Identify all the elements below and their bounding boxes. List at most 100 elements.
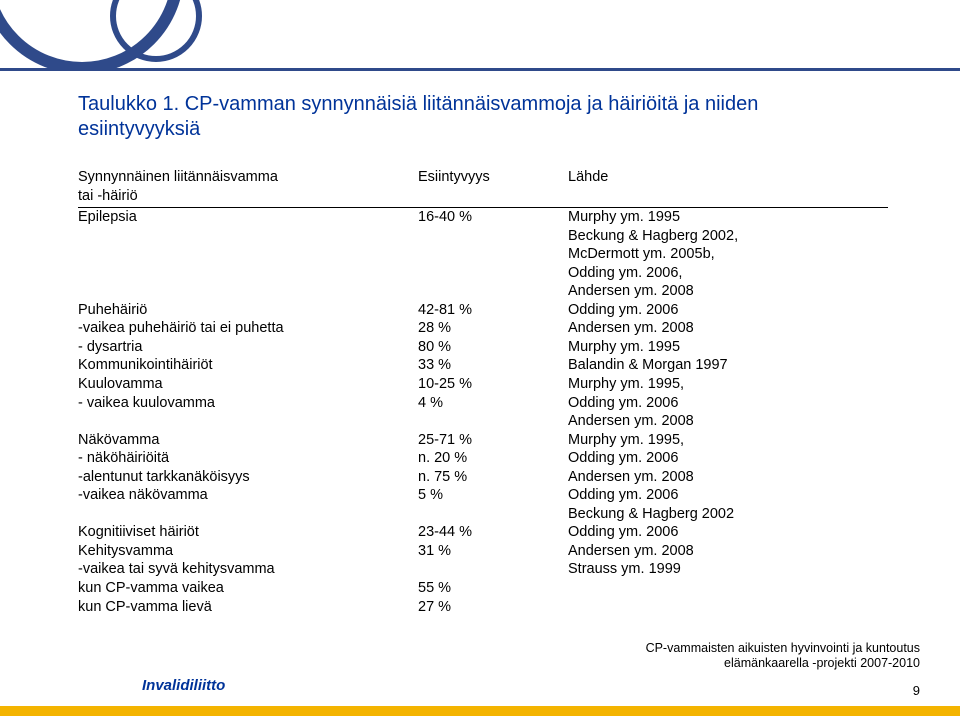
table-header-row: Synnynnäinen liitännäisvamma tai -häiriö… xyxy=(78,168,888,208)
footer-right-line2: elämänkaarella -projekti 2007-2010 xyxy=(724,656,920,670)
table-row: - näköhäiriöitän. 20 %Odding ym. 2006 xyxy=(78,449,888,468)
title-line-1: Taulukko 1. CP-vamman synnynnäisiä liitä… xyxy=(78,93,758,115)
cell-name: Kommunikointihäiriöt xyxy=(78,356,418,375)
data-table: Synnynnäinen liitännäisvamma tai -häiriö… xyxy=(78,168,888,616)
table-row: Kommunikointihäiriöt33 %Balandin & Morga… xyxy=(78,356,888,375)
cell-source: Odding ym. 2006 xyxy=(568,486,888,505)
slide-title: Taulukko 1. CP-vamman synnynnäisiä liitä… xyxy=(78,92,888,142)
cell-name: - vaikea kuulovamma xyxy=(78,394,418,413)
title-line-2: esiintyvyyksiä xyxy=(78,118,200,140)
cell-source: Andersen ym. 2008 xyxy=(568,468,888,487)
cell-frequency: 28 % xyxy=(418,319,568,338)
cell-frequency: n. 75 % xyxy=(418,468,568,487)
cell-name: Epilepsia xyxy=(78,208,418,227)
cell-source xyxy=(568,579,888,598)
cell-name: - dysartria xyxy=(78,338,418,357)
cell-name xyxy=(78,282,418,301)
table-row: Kognitiiviset häiriöt23-44 %Odding ym. 2… xyxy=(78,523,888,542)
cell-name xyxy=(78,505,418,524)
page-number: 9 xyxy=(913,683,920,698)
cell-source: McDermott ym. 2005b, xyxy=(568,245,888,264)
cell-name: kun CP-vamma lievä xyxy=(78,598,418,617)
cell-source: Odding ym. 2006 xyxy=(568,394,888,413)
table-row: kun CP-vamma lievä27 % xyxy=(78,598,888,617)
cell-source: Murphy ym. 1995, xyxy=(568,431,888,450)
horizontal-rule xyxy=(0,68,960,71)
cell-name: -alentunut tarkkanäköisyys xyxy=(78,468,418,487)
table-row: Andersen ym. 2008 xyxy=(78,282,888,301)
cell-name xyxy=(78,245,418,264)
header-col-3: Lähde xyxy=(568,168,888,208)
cell-source: Murphy ym. 1995, xyxy=(568,375,888,394)
table-row: Puhehäiriö42-81 %Odding ym. 2006 xyxy=(78,301,888,320)
table-row: Beckung & Hagberg 2002 xyxy=(78,505,888,524)
cell-frequency xyxy=(418,245,568,264)
cell-source: Beckung & Hagberg 2002 xyxy=(568,505,888,524)
table-row: Epilepsia16-40 %Murphy ym. 1995 xyxy=(78,208,888,227)
cell-frequency: 31 % xyxy=(418,542,568,561)
cell-frequency xyxy=(418,227,568,246)
cell-name xyxy=(78,412,418,431)
cell-source: Murphy ym. 1995 xyxy=(568,338,888,357)
cell-frequency xyxy=(418,282,568,301)
cell-name: Puhehäiriö xyxy=(78,301,418,320)
cell-frequency: 10-25 % xyxy=(418,375,568,394)
cell-frequency: 25-71 % xyxy=(418,431,568,450)
cell-source: Odding ym. 2006 xyxy=(568,523,888,542)
cell-frequency: 23-44 % xyxy=(418,523,568,542)
header-graphic xyxy=(0,0,960,70)
cell-source: Odding ym. 2006, xyxy=(568,264,888,283)
cell-source: Balandin & Morgan 1997 xyxy=(568,356,888,375)
cell-name: -vaikea tai syvä kehitysvamma xyxy=(78,560,418,579)
footer-right: CP-vammaisten aikuisten hyvinvointi ja k… xyxy=(646,641,920,672)
cell-name: -vaikea puhehäiriö tai ei puhetta xyxy=(78,319,418,338)
header-c1a: Synnynnäinen liitännäisvamma xyxy=(78,169,278,185)
footer-left-logo-text: Invalidiliitto xyxy=(142,677,225,694)
table-row: Odding ym. 2006, xyxy=(78,264,888,283)
cell-frequency: 5 % xyxy=(418,486,568,505)
cell-source: Andersen ym. 2008 xyxy=(568,319,888,338)
cell-name: -vaikea näkövamma xyxy=(78,486,418,505)
cell-frequency: 33 % xyxy=(418,356,568,375)
cell-source: Murphy ym. 1995 xyxy=(568,208,888,227)
header-c1b: tai -häiriö xyxy=(78,188,138,204)
footer-right-line1: CP-vammaisten aikuisten hyvinvointi ja k… xyxy=(646,641,920,655)
cell-frequency: 42-81 % xyxy=(418,301,568,320)
table-row: Andersen ym. 2008 xyxy=(78,412,888,431)
table-row: Kehitysvamma31 %Andersen ym. 2008 xyxy=(78,542,888,561)
cell-name: kun CP-vamma vaikea xyxy=(78,579,418,598)
table-row: - dysartria80 %Murphy ym. 1995 xyxy=(78,338,888,357)
table-row: - vaikea kuulovamma4 %Odding ym. 2006 xyxy=(78,394,888,413)
cell-source: Andersen ym. 2008 xyxy=(568,542,888,561)
cell-name: Näkövamma xyxy=(78,431,418,450)
cell-name xyxy=(78,264,418,283)
cell-frequency xyxy=(418,412,568,431)
cell-frequency: 27 % xyxy=(418,598,568,617)
cell-source: Beckung & Hagberg 2002, xyxy=(568,227,888,246)
table-row: Kuulovamma10-25 %Murphy ym. 1995, xyxy=(78,375,888,394)
table-row: McDermott ym. 2005b, xyxy=(78,245,888,264)
cell-frequency xyxy=(418,264,568,283)
table-row: -vaikea näkövamma5 %Odding ym. 2006 xyxy=(78,486,888,505)
cell-source: Odding ym. 2006 xyxy=(568,301,888,320)
cell-frequency: n. 20 % xyxy=(418,449,568,468)
table-row: -vaikea puhehäiriö tai ei puhetta28 %And… xyxy=(78,319,888,338)
cell-source: Strauss ym. 1999 xyxy=(568,560,888,579)
cell-name: Kuulovamma xyxy=(78,375,418,394)
cell-frequency: 4 % xyxy=(418,394,568,413)
cell-name: - näköhäiriöitä xyxy=(78,449,418,468)
cell-name xyxy=(78,227,418,246)
cell-frequency xyxy=(418,560,568,579)
header-col-2: Esiintyvyys xyxy=(418,168,568,208)
table-row: Beckung & Hagberg 2002, xyxy=(78,227,888,246)
cell-source: Andersen ym. 2008 xyxy=(568,282,888,301)
table-body: Epilepsia16-40 %Murphy ym. 1995Beckung &… xyxy=(78,208,888,617)
bottom-accent-bar xyxy=(0,706,960,716)
cell-frequency: 16-40 % xyxy=(418,208,568,227)
cell-source: Andersen ym. 2008 xyxy=(568,412,888,431)
header-col-1: Synnynnäinen liitännäisvamma tai -häiriö xyxy=(78,168,418,208)
cell-frequency: 80 % xyxy=(418,338,568,357)
cell-name: Kehitysvamma xyxy=(78,542,418,561)
table-row: Näkövamma25-71 %Murphy ym. 1995, xyxy=(78,431,888,450)
cell-frequency: 55 % xyxy=(418,579,568,598)
